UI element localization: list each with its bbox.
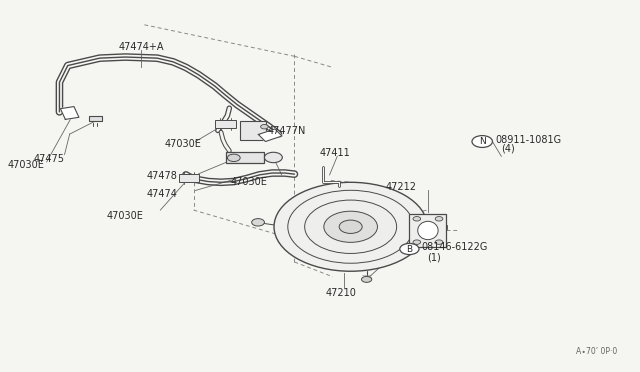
Circle shape	[400, 243, 419, 254]
Circle shape	[339, 220, 362, 234]
Text: 47475: 47475	[34, 154, 65, 164]
Circle shape	[264, 152, 282, 163]
Circle shape	[472, 136, 492, 147]
Text: 47474+A: 47474+A	[119, 42, 164, 52]
Circle shape	[252, 219, 264, 226]
Text: 47477N: 47477N	[268, 126, 306, 136]
Circle shape	[435, 240, 443, 244]
Circle shape	[324, 211, 378, 242]
Circle shape	[288, 190, 413, 263]
Text: N: N	[479, 137, 486, 146]
Bar	[410, 214, 447, 247]
Circle shape	[227, 154, 240, 161]
Text: 47411: 47411	[320, 148, 351, 158]
Text: 08911-1081G: 08911-1081G	[495, 135, 561, 145]
Circle shape	[274, 182, 428, 271]
Text: 47210: 47210	[325, 288, 356, 298]
Circle shape	[260, 125, 268, 129]
Ellipse shape	[418, 221, 438, 240]
Circle shape	[305, 200, 397, 253]
Bar	[421, 219, 439, 234]
Bar	[226, 152, 264, 163]
Bar	[179, 174, 199, 182]
Circle shape	[413, 217, 420, 221]
Text: 47030E: 47030E	[230, 177, 268, 187]
Bar	[215, 121, 236, 128]
Text: 47030E: 47030E	[106, 211, 143, 221]
Text: 47030E: 47030E	[164, 140, 201, 150]
Bar	[438, 225, 447, 229]
Text: 47478: 47478	[147, 171, 177, 181]
Text: 47474: 47474	[147, 189, 177, 199]
Text: 47030E: 47030E	[7, 160, 44, 170]
Text: 08146-6122G: 08146-6122G	[421, 242, 487, 252]
Bar	[240, 121, 266, 140]
Circle shape	[362, 276, 372, 282]
Bar	[89, 116, 102, 121]
Circle shape	[413, 240, 420, 244]
Polygon shape	[259, 129, 282, 141]
Text: 47212: 47212	[386, 182, 417, 192]
Text: (1): (1)	[428, 252, 441, 262]
Circle shape	[435, 217, 443, 221]
Text: B: B	[406, 244, 412, 253]
Text: A∙70’ 0P·0: A∙70’ 0P·0	[576, 347, 617, 356]
Text: (4): (4)	[501, 144, 515, 154]
Polygon shape	[60, 106, 79, 119]
